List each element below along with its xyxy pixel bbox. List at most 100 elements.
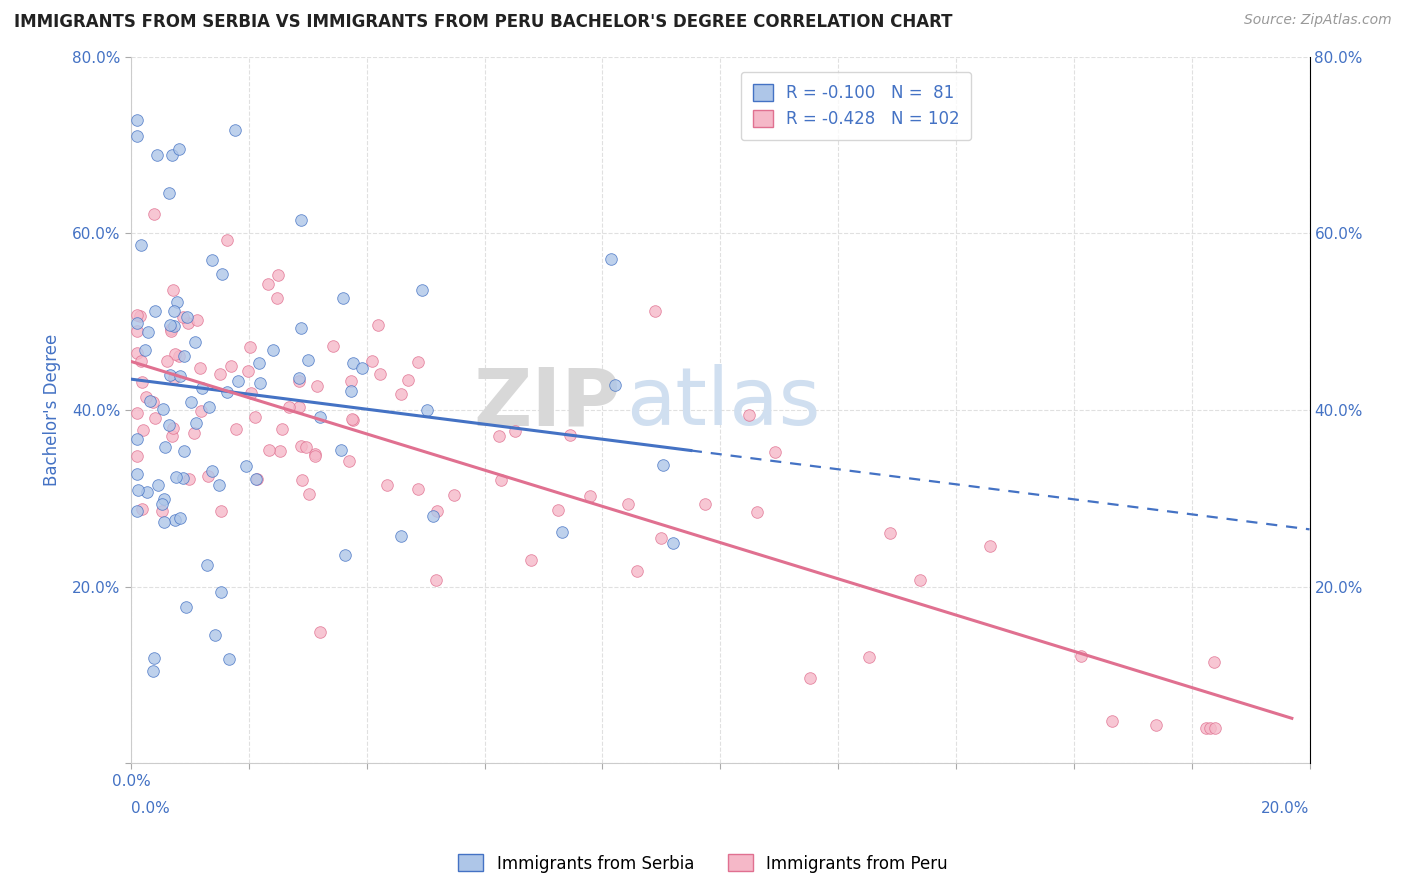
Point <box>125 325 148 339</box>
Point <box>262 343 284 357</box>
Point <box>125 308 148 322</box>
Point <box>169 368 191 383</box>
Point <box>225 421 247 435</box>
Point <box>125 345 148 359</box>
Point <box>799 672 821 686</box>
Point <box>125 113 148 128</box>
Point <box>180 394 202 409</box>
Point <box>239 386 262 401</box>
Point <box>367 318 389 333</box>
Point <box>159 368 181 382</box>
Point <box>207 477 229 491</box>
Point <box>650 531 672 545</box>
Point <box>304 450 326 464</box>
Point <box>332 291 354 305</box>
Point <box>209 584 232 599</box>
Point <box>152 401 174 416</box>
Point <box>142 395 165 409</box>
Point <box>247 356 270 370</box>
Point <box>389 387 412 401</box>
Point <box>291 473 314 487</box>
Point <box>337 454 360 468</box>
Point <box>191 381 214 395</box>
Point <box>129 238 152 252</box>
Point <box>172 310 194 325</box>
Point <box>305 378 328 392</box>
Point <box>239 340 262 354</box>
Point <box>173 443 195 458</box>
Point <box>489 473 512 487</box>
Point <box>1144 718 1167 732</box>
Point <box>256 277 278 291</box>
Point <box>304 447 326 461</box>
Point <box>1202 655 1225 669</box>
Point <box>1204 721 1226 735</box>
Point <box>219 359 242 373</box>
Legend: R = -0.100   N =  81, R = -0.428   N = 102: R = -0.100 N = 81, R = -0.428 N = 102 <box>741 72 972 140</box>
Point <box>426 504 449 518</box>
Point <box>226 375 249 389</box>
Point <box>129 353 152 368</box>
Legend: Immigrants from Serbia, Immigrants from Peru: Immigrants from Serbia, Immigrants from … <box>451 847 955 880</box>
Point <box>693 497 716 511</box>
Point <box>173 349 195 363</box>
Point <box>167 142 190 156</box>
Point <box>288 401 311 415</box>
Point <box>406 482 429 496</box>
Point <box>215 385 238 400</box>
Point <box>520 552 543 566</box>
Point <box>209 504 232 518</box>
Point <box>186 313 208 327</box>
Point <box>297 353 319 368</box>
Point <box>146 478 169 492</box>
Point <box>406 355 429 369</box>
Point <box>858 649 880 664</box>
Point <box>204 627 226 641</box>
Point <box>298 487 321 501</box>
Point <box>153 491 176 506</box>
Point <box>150 497 173 511</box>
Text: IMMIGRANTS FROM SERBIA VS IMMIGRANTS FROM PERU BACHELOR'S DEGREE CORRELATION CHA: IMMIGRANTS FROM SERBIA VS IMMIGRANTS FRO… <box>14 13 952 31</box>
Point <box>145 411 167 425</box>
Text: 20.0%: 20.0% <box>1261 801 1309 816</box>
Point <box>162 283 184 297</box>
Point <box>174 599 197 614</box>
Point <box>309 410 332 425</box>
Point <box>197 468 219 483</box>
Point <box>550 525 572 540</box>
Point <box>157 186 180 200</box>
Point <box>195 558 218 573</box>
Point <box>125 129 148 144</box>
Point <box>162 429 184 443</box>
Point <box>125 316 148 330</box>
Point <box>125 449 148 463</box>
Text: 0.0%: 0.0% <box>131 801 170 816</box>
Point <box>342 356 364 370</box>
Point <box>370 368 392 382</box>
Point <box>198 400 221 414</box>
Point <box>162 421 184 435</box>
Point <box>160 324 183 338</box>
Point <box>138 394 160 409</box>
Point <box>224 123 246 137</box>
Text: Source: ZipAtlas.com: Source: ZipAtlas.com <box>1244 13 1392 28</box>
Point <box>150 504 173 518</box>
Point <box>217 233 239 247</box>
Point <box>131 501 153 516</box>
Point <box>266 291 288 305</box>
Point <box>125 432 148 446</box>
Point <box>183 426 205 441</box>
Point <box>259 443 281 458</box>
Point <box>738 409 761 423</box>
Point <box>308 625 330 640</box>
Point <box>129 310 152 324</box>
Point <box>375 477 398 491</box>
Point <box>163 347 186 361</box>
Point <box>266 268 288 282</box>
Point <box>626 564 648 578</box>
Point <box>352 361 374 376</box>
Point <box>425 573 447 587</box>
Point <box>153 516 176 530</box>
Point <box>153 440 176 454</box>
Y-axis label: Bachelor's Degree: Bachelor's Degree <box>44 334 60 486</box>
